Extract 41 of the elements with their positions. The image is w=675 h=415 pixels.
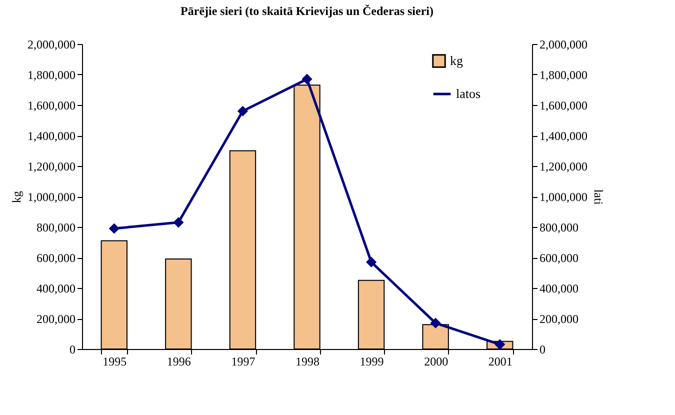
y-tick-label: 800,000 [36,220,76,234]
x-tick-label: 1996 [166,354,191,368]
y2-tick-label: 2,000,000 [540,38,588,52]
y2-tick-label: 1,600,000 [540,98,588,112]
y2-axis-title: lati [592,189,606,206]
y2-tick-label: 800,000 [540,220,578,234]
y-axis-title: kg [10,191,24,203]
y2-tick-label: 1,200,000 [540,160,588,174]
y-tick-label: 400,000 [36,282,76,296]
point [430,318,440,328]
y2-tick-label: 1,800,000 [540,68,588,82]
y-tick-label: 1,200,000 [28,160,76,174]
y-tick-label: 200,000 [36,312,76,326]
legend-label: kg [450,53,464,68]
y2-tick-label: 1,000,000 [540,190,588,204]
y-tick-label: 1,600,000 [28,98,76,112]
legend-label: latos [456,86,481,101]
y-tick-label: 1,000,000 [28,190,76,204]
y2-tick-label: 400,000 [540,282,578,296]
x-tick-label: 1997 [231,354,256,368]
point [494,340,505,350]
x-tick-label: 1998 [296,354,320,368]
y-tick-label: 2,000,000 [28,38,76,52]
y2-tick-label: 200,000 [540,312,578,326]
y-tick-label: 0 [70,342,76,356]
y2-tick-label: 1,400,000 [540,129,588,143]
x-tick-label: 1995 [102,354,127,368]
x-tick-label: 2000 [424,354,448,368]
y-tick-label: 1,400,000 [28,129,76,143]
point [174,218,184,228]
point [302,74,312,84]
y-tick-label: 600,000 [36,251,76,265]
x-tick-label: 1999 [360,354,384,368]
point [109,224,120,234]
point [238,106,248,116]
x-tick-label: 2001 [488,354,512,368]
y2-tick-label: 600,000 [540,251,578,265]
chart-title: Pārējie sieri (to skaitā Krievijas un Čederas sieri) [180,4,434,18]
y-tick-label: 1,800,000 [28,68,76,82]
point [366,257,376,267]
y2-tick-label: 0 [540,342,546,356]
